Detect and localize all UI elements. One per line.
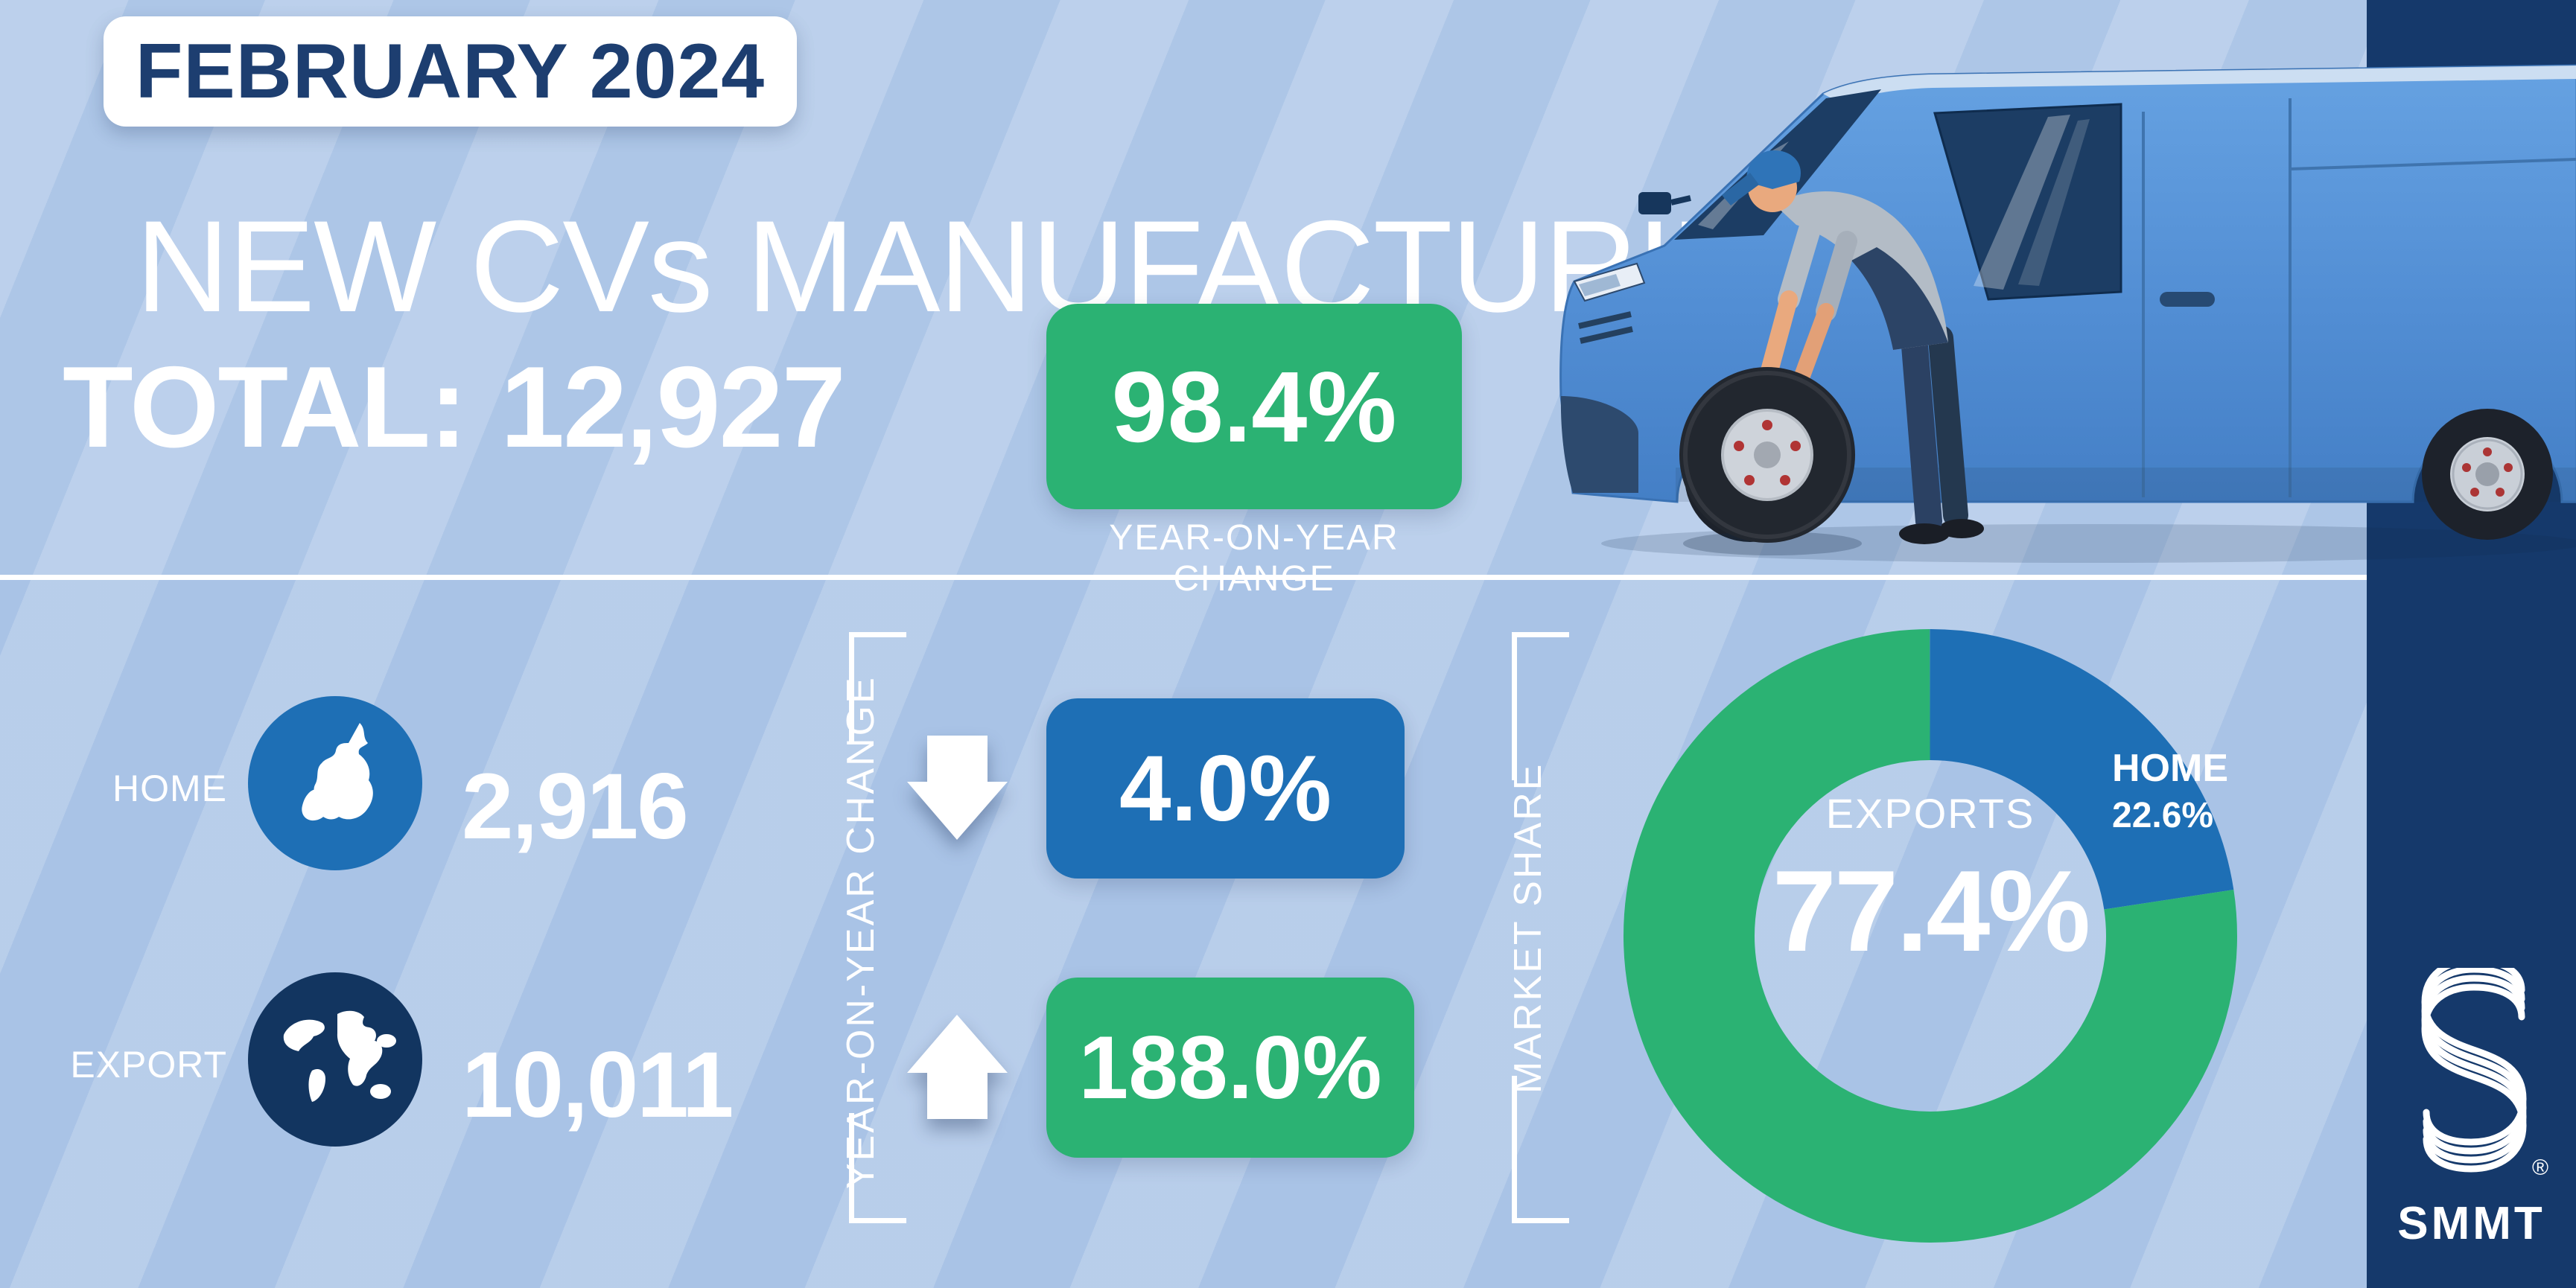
export-yoy-change-box: 188.0% [1046,978,1414,1158]
registered-mark: ® [2532,1155,2549,1180]
bracket-line [1512,1076,1517,1223]
bracket-tick [849,1218,906,1223]
total-row: TOTAL: 12,927 [63,341,846,474]
export-label: EXPORT [70,1044,227,1085]
total-value: 12,927 [500,342,846,471]
down-arrow-icon [907,736,1008,840]
date-badge-label: FEBRUARY 2024 [135,28,766,115]
rear-wheel [2422,409,2553,540]
home-value: 2,916 [462,755,689,858]
donut-home-slice-label: HOME [2112,747,2228,790]
spare-tire [1679,367,1862,555]
smmt-logo-icon [2421,968,2527,1173]
bracket-line [849,632,854,742]
donut-exports-label: EXPORTS [1825,790,2035,837]
globe-icon [248,972,422,1147]
donut-center-labels: EXPORTS 77.4% [1737,789,2124,978]
uk-map-icon [248,696,422,870]
total-yoy-change-caption: YEAR-ON-YEAR CHANGE [1109,518,1399,599]
home-yoy-change-value: 4.0% [1119,736,1332,841]
yoy-bracket-label: YEAR-ON-YEAR CHANGE [839,675,882,1190]
total-yoy-change-box: 98.4% [1046,304,1462,509]
donut-chart [1623,629,2237,1243]
donut-exports-value: 77.4% [1772,847,2090,975]
van-illustration [1559,64,2576,563]
smmt-wordmark: SMMT [2397,1198,2545,1249]
export-value: 10,011 [462,1033,734,1137]
total-yoy-change-value: 98.4% [1111,350,1397,463]
export-yoy-change-value: 188.0% [1078,1018,1382,1118]
bracket-tick [1512,1218,1569,1223]
up-arrow-icon [907,1015,1008,1119]
bracket-line [849,1113,854,1223]
home-label: HOME [112,768,227,809]
date-badge: FEBRUARY 2024 [104,16,797,127]
mechanic-figure [1722,150,1984,544]
bracket-tick [849,632,906,637]
total-label: TOTAL: [63,342,468,471]
donut-exports-arc [1623,629,2237,1243]
donut-home-slice-value: 22.6% [2112,796,2214,835]
bracket-line [1512,632,1517,780]
home-yoy-change-box: 4.0% [1046,698,1405,879]
market-share-bracket-label: MARKET SHARE [1507,762,1550,1094]
bracket-tick [1512,632,1569,637]
section-divider [0,575,2367,580]
